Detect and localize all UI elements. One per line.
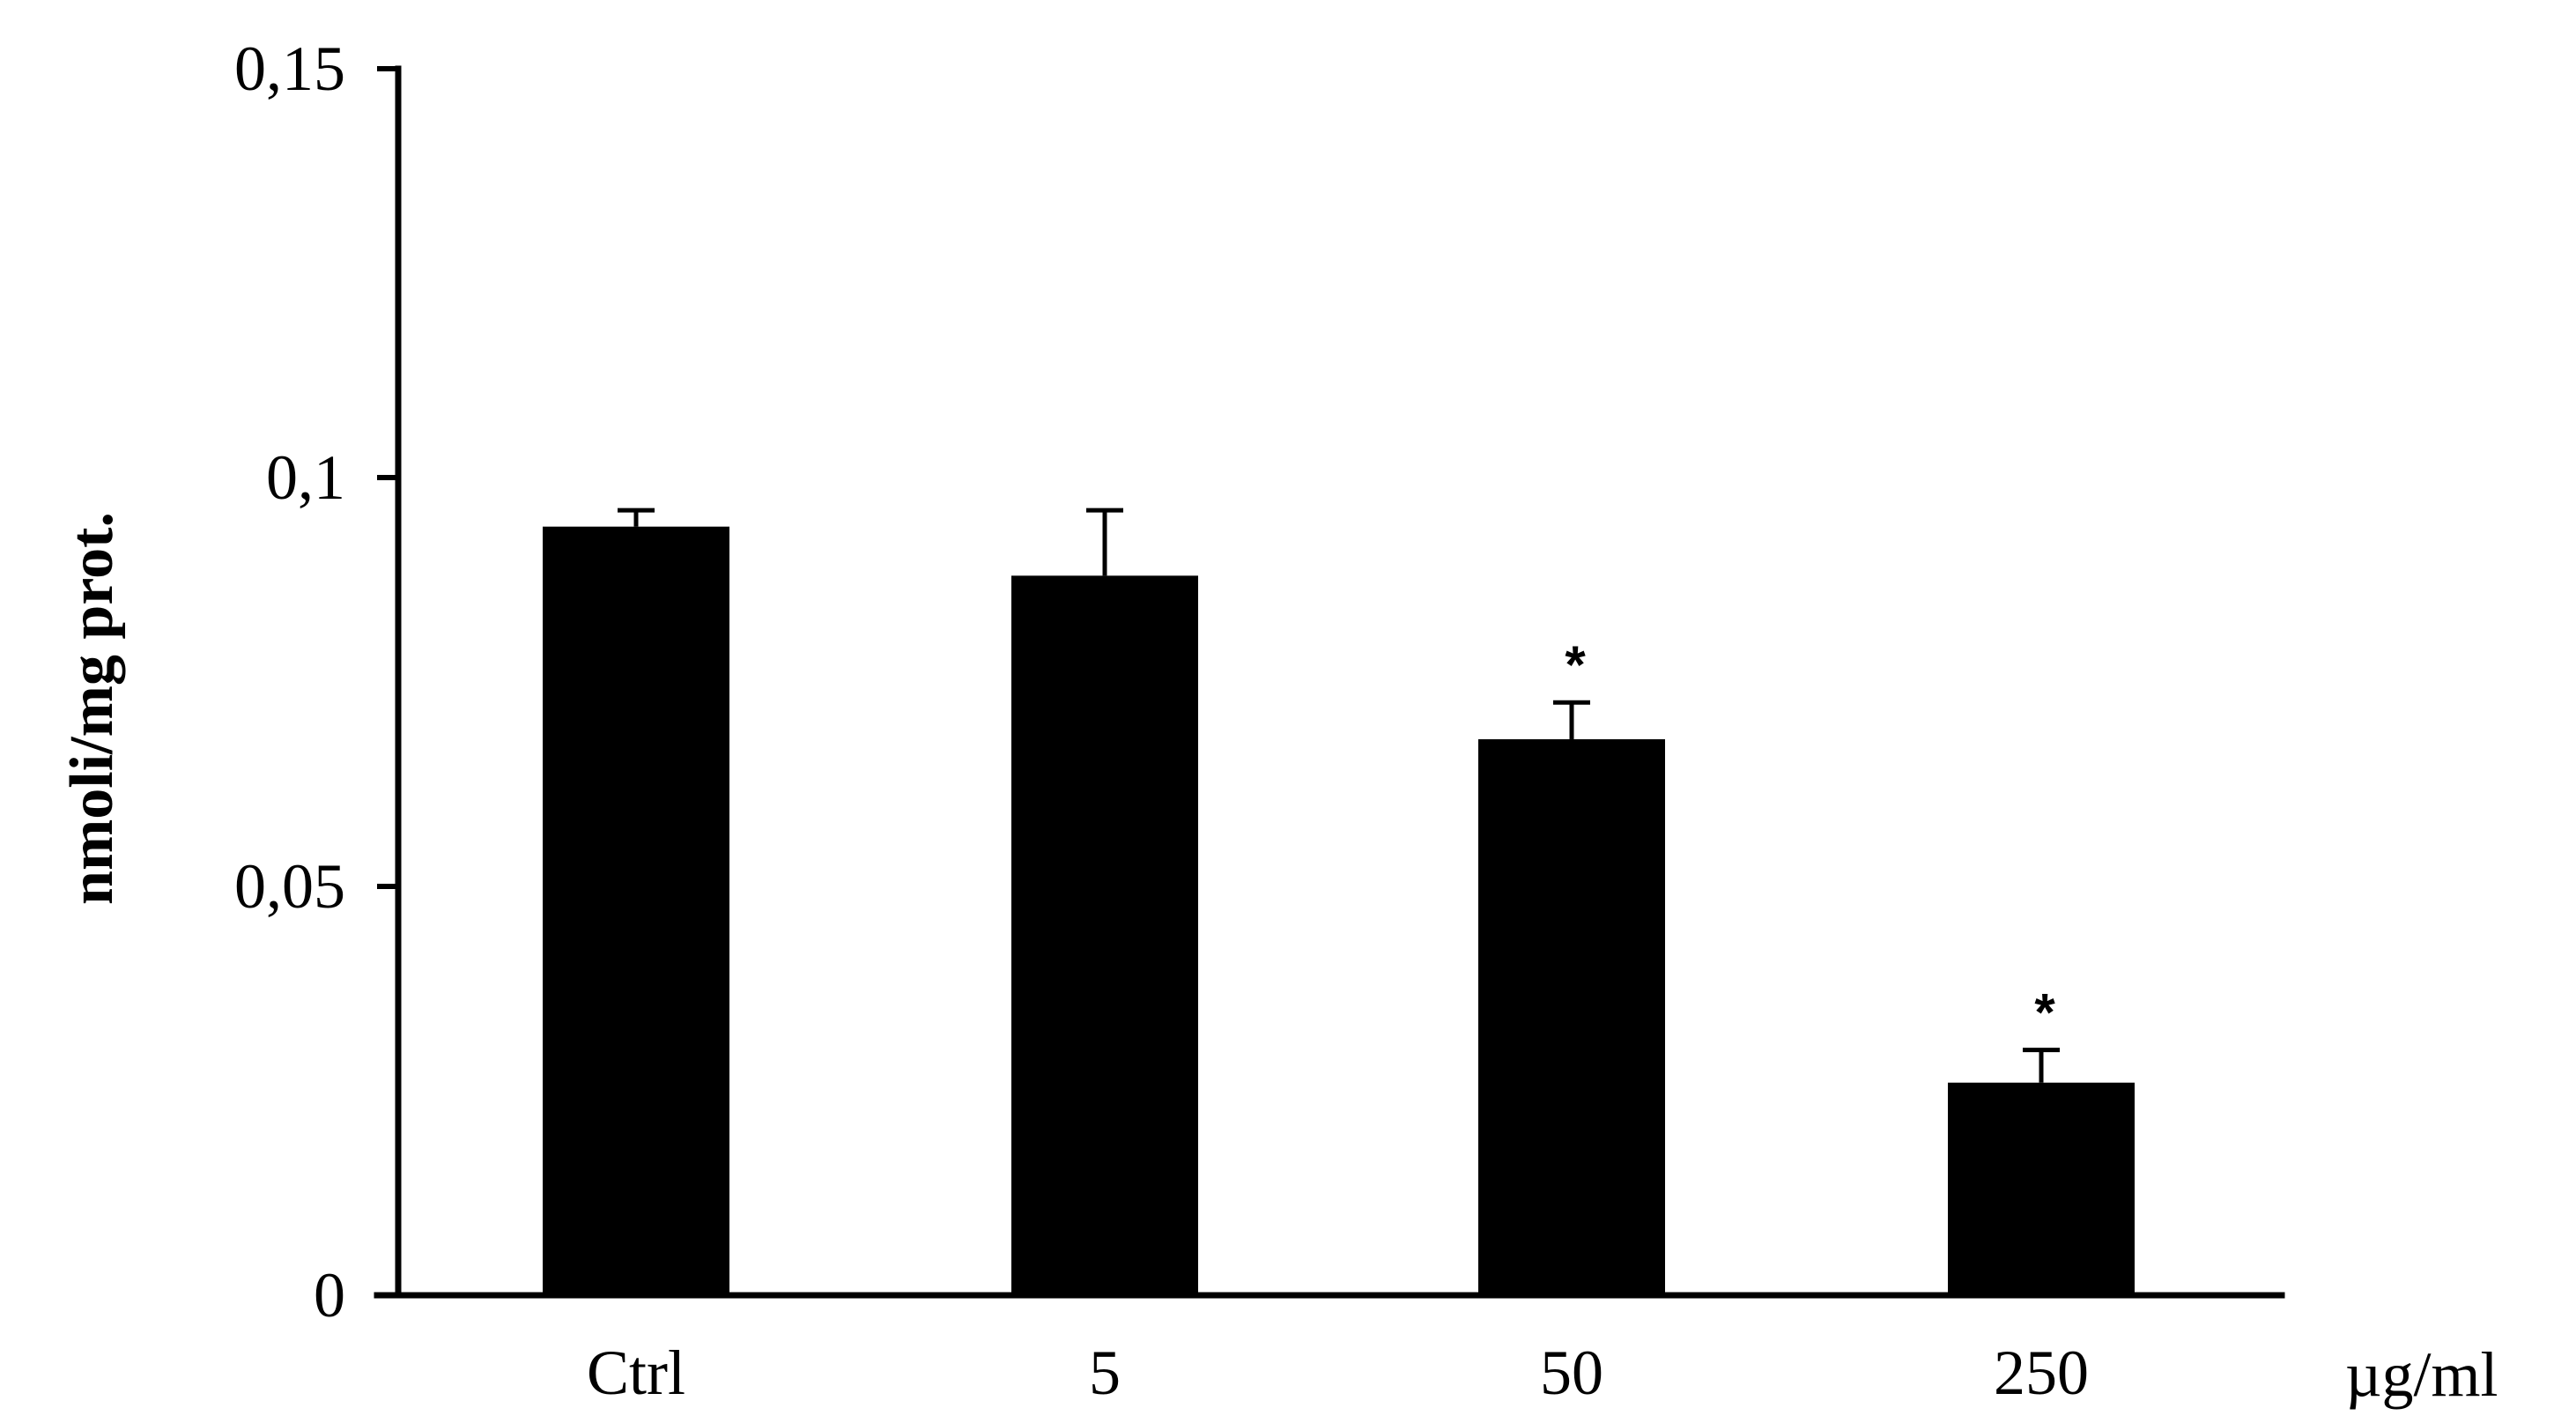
bar	[1948, 1082, 2135, 1295]
significance-marker: *	[1565, 635, 1586, 694]
chart-marks: **	[543, 508, 2135, 1295]
bar	[1478, 738, 1665, 1295]
y-tick-label: 0,05	[234, 851, 345, 922]
x-category-label: Ctrl	[587, 1338, 685, 1408]
y-tick-label: 0,15	[234, 33, 345, 104]
x-category-label: 5	[1089, 1338, 1121, 1408]
significance-marker: *	[2034, 983, 2055, 1042]
x-category-label: 50	[1540, 1338, 1603, 1408]
x-axis-unit-label: µg/ml	[2345, 1339, 2498, 1410]
y-tick-label: 0,1	[266, 442, 345, 513]
y-axis-ticks: 0 0,05 0,1 0,15	[234, 33, 398, 1330]
x-axis-categories: Ctrl 5 50 250	[587, 1338, 2089, 1408]
x-category-label: 250	[1994, 1338, 2089, 1408]
y-axis-title: nmoli/mg prot.	[58, 512, 126, 905]
bar	[1011, 575, 1198, 1295]
bar	[543, 526, 729, 1295]
y-tick-label: 0	[314, 1260, 345, 1330]
